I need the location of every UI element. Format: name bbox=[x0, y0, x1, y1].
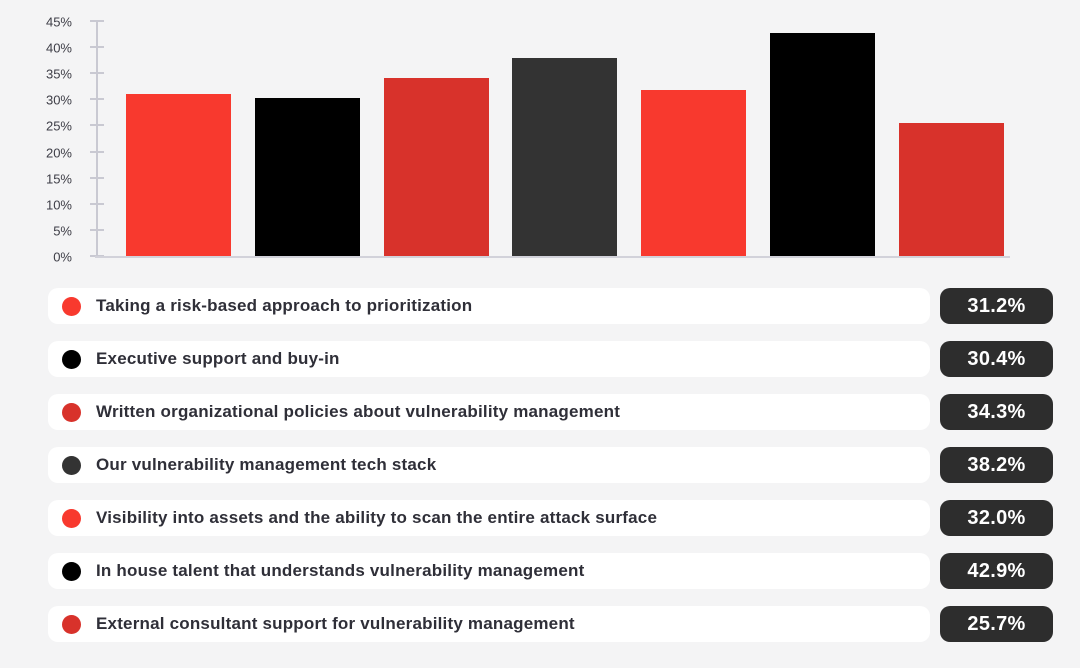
legend-row: Visibility into assets and the ability t… bbox=[48, 500, 1053, 536]
legend-label: Visibility into assets and the ability t… bbox=[96, 508, 658, 527]
bar-2 bbox=[254, 98, 360, 257]
legend-row: Our vulnerability management tech stack 3… bbox=[48, 447, 1053, 483]
value-badge: 25.7% bbox=[940, 606, 1053, 642]
bar-1 bbox=[126, 94, 231, 257]
legend-label: In house talent that understands vulnera… bbox=[96, 561, 585, 580]
y-tick-mark bbox=[90, 203, 104, 205]
legend-pill: Our vulnerability management tech stack bbox=[48, 447, 930, 483]
value-badge: 30.4% bbox=[940, 341, 1053, 377]
legend-color-dot bbox=[62, 296, 81, 316]
y-tick-label: 5% bbox=[53, 223, 72, 239]
legend-pill: In house talent that understands vulnera… bbox=[48, 553, 930, 589]
legend-row: Executive support and buy-in 30.4% bbox=[48, 341, 1053, 377]
legend-row: External consultant support for vulnerab… bbox=[48, 606, 1053, 642]
legend-row: Taking a risk-based approach to prioriti… bbox=[48, 288, 1053, 324]
y-axis-tick-labels: 0% 5% 10% 15% 20% 25% 30% 35% 40% 45% bbox=[0, 15, 84, 265]
legend-pill: External consultant support for vulnerab… bbox=[48, 606, 930, 642]
bar-3 bbox=[383, 78, 489, 257]
legend-color-dot bbox=[62, 561, 81, 581]
legend-row: Written organizational policies about vu… bbox=[48, 394, 1053, 430]
y-tick-mark bbox=[90, 229, 104, 231]
bar-5 bbox=[641, 90, 747, 257]
value-badge: 34.3% bbox=[940, 394, 1053, 430]
bar-4 bbox=[512, 58, 618, 257]
bar-chart: 0% 5% 10% 15% 20% 25% 30% 35% 40% 45% bbox=[0, 0, 1080, 270]
legend-color-dot bbox=[62, 614, 81, 634]
y-tick-label: 40% bbox=[45, 40, 72, 56]
bar-6 bbox=[770, 33, 876, 257]
y-axis-line bbox=[96, 22, 98, 257]
value-badge: 38.2% bbox=[940, 447, 1053, 483]
y-tick-label: 25% bbox=[45, 118, 72, 134]
y-tick-mark bbox=[90, 151, 104, 153]
legend-pill: Executive support and buy-in bbox=[48, 341, 930, 377]
y-tick-label: 10% bbox=[45, 197, 72, 213]
y-tick-mark bbox=[90, 124, 104, 126]
legend-pill: Visibility into assets and the ability t… bbox=[48, 500, 930, 536]
chart-legend: Taking a risk-based approach to prioriti… bbox=[48, 288, 1053, 642]
value-badge: 31.2% bbox=[940, 288, 1053, 324]
legend-pill: Written organizational policies about vu… bbox=[48, 394, 930, 430]
y-tick-mark bbox=[90, 20, 104, 22]
y-tick-label: 30% bbox=[45, 92, 72, 108]
legend-row: In house talent that understands vulnera… bbox=[48, 553, 1053, 589]
legend-color-dot bbox=[62, 455, 81, 475]
legend-label: Written organizational policies about vu… bbox=[96, 402, 621, 421]
plot-area bbox=[90, 20, 1010, 258]
y-tick-mark bbox=[90, 46, 104, 48]
y-tick-label: 45% bbox=[45, 14, 72, 30]
y-tick-label: 15% bbox=[45, 171, 72, 187]
value-badge: 32.0% bbox=[940, 500, 1053, 536]
legend-pill: Taking a risk-based approach to prioriti… bbox=[48, 288, 930, 324]
bars-container bbox=[96, 22, 1010, 257]
value-badge: 42.9% bbox=[940, 553, 1053, 589]
y-tick-mark bbox=[90, 72, 104, 74]
bar-7 bbox=[898, 123, 1004, 257]
legend-color-dot bbox=[62, 508, 81, 528]
legend-color-dot bbox=[62, 349, 81, 369]
legend-label: Our vulnerability management tech stack bbox=[96, 455, 437, 474]
y-tick-label: 0% bbox=[53, 249, 72, 265]
legend-color-dot bbox=[62, 402, 81, 422]
y-tick-label: 35% bbox=[45, 66, 72, 82]
y-tick-mark bbox=[90, 177, 104, 179]
legend-label: Executive support and buy-in bbox=[96, 349, 340, 368]
legend-label: External consultant support for vulnerab… bbox=[96, 614, 575, 633]
y-tick-label: 20% bbox=[45, 145, 72, 161]
legend-label: Taking a risk-based approach to prioriti… bbox=[96, 296, 473, 315]
y-tick-mark bbox=[90, 98, 104, 100]
x-axis-line bbox=[95, 256, 1010, 258]
